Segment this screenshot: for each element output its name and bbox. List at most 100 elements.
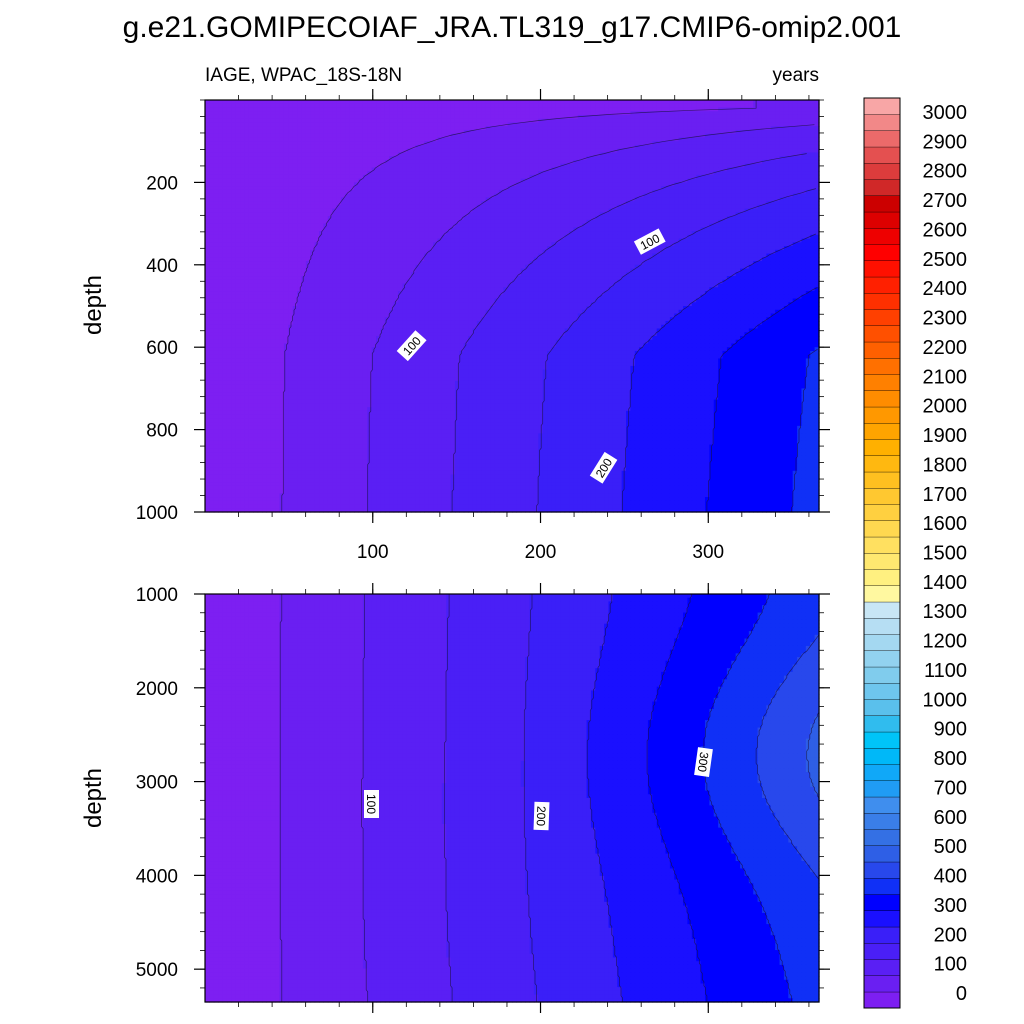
colorbar-swatch xyxy=(864,537,900,554)
colorbar-swatch xyxy=(864,699,900,716)
lower-contour-label: 100 xyxy=(364,790,379,818)
lower-contour-label: 200 xyxy=(534,802,550,831)
variable-region-subtitle: IAGE, WPAC_18S-18N xyxy=(205,65,402,86)
colorbar-tick-label: 2300 xyxy=(923,308,968,330)
colorbar-swatch xyxy=(864,911,900,928)
colorbar-swatch xyxy=(864,651,900,668)
lower-y-axis-label: depth xyxy=(80,768,107,828)
colorbar-swatch xyxy=(864,326,900,343)
colorbar-swatch xyxy=(864,764,900,781)
colorbar-tick-label: 300 xyxy=(934,895,967,917)
colorbar-swatch xyxy=(864,147,900,164)
upper-contour-fill xyxy=(205,100,820,513)
colorbar-tick-label: 1400 xyxy=(923,572,968,594)
colorbar-swatch xyxy=(864,618,900,635)
colorbar-swatch xyxy=(864,732,900,749)
colorbar-swatch xyxy=(864,212,900,229)
colorbar-tick-label: 2900 xyxy=(923,131,968,153)
colorbar-swatch xyxy=(864,456,900,473)
upper-x-tick-label: 300 xyxy=(692,542,724,563)
colorbar: 3000290028002700260025002400230022002100… xyxy=(864,98,967,1008)
colorbar-swatch xyxy=(864,358,900,375)
colorbar-tick-label: 2700 xyxy=(923,190,968,212)
colorbar-swatch xyxy=(864,943,900,960)
colorbar-swatch xyxy=(864,862,900,879)
upper-y-axis-label: depth xyxy=(80,275,107,335)
lower-contour-fill xyxy=(205,594,820,1003)
colorbar-swatch xyxy=(864,131,900,148)
lower-y-tick-label: 1000 xyxy=(136,585,178,606)
colorbar-tick-label: 3000 xyxy=(923,102,968,124)
colorbar-swatch xyxy=(864,277,900,294)
colorbar-swatch xyxy=(864,391,900,408)
colorbar-swatch xyxy=(864,634,900,651)
colorbar-tick-label: 500 xyxy=(934,836,967,858)
upper-y-tick-label: 800 xyxy=(146,421,178,442)
colorbar-swatch xyxy=(864,829,900,846)
colorbar-swatch xyxy=(864,488,900,505)
colorbar-swatch xyxy=(864,504,900,521)
colorbar-swatch xyxy=(864,781,900,798)
upper-x-tick-label: 100 xyxy=(357,542,389,563)
colorbar-swatch xyxy=(864,667,900,684)
colorbar-swatch xyxy=(864,927,900,944)
colorbar-tick-label: 1600 xyxy=(923,513,968,535)
colorbar-swatch xyxy=(864,553,900,570)
colorbar-swatch xyxy=(864,976,900,993)
colorbar-swatch xyxy=(864,959,900,976)
colorbar-swatch xyxy=(864,309,900,326)
colorbar-swatch xyxy=(864,293,900,310)
colorbar-tick-label: 1100 xyxy=(924,660,967,682)
colorbar-swatch xyxy=(864,244,900,261)
colorbar-swatch xyxy=(864,602,900,619)
lower-y-tick-label: 5000 xyxy=(136,960,178,981)
colorbar-tick-label: 0 xyxy=(956,983,967,1005)
colorbar-tick-label: 200 xyxy=(934,924,967,946)
colorbar-tick-label: 1900 xyxy=(923,425,968,447)
colorbar-tick-label: 1200 xyxy=(923,631,968,653)
upper-y-tick-label: 200 xyxy=(146,173,178,194)
colorbar-swatch xyxy=(864,878,900,895)
lower-y-tick-label: 3000 xyxy=(136,773,178,794)
upper-y-tick-label: 1000 xyxy=(136,503,178,524)
lower-y-tick-label: 2000 xyxy=(136,679,178,700)
colorbar-tick-label: 600 xyxy=(934,807,967,829)
colorbar-swatch xyxy=(864,813,900,830)
colorbar-swatch xyxy=(864,439,900,456)
colorbar-tick-label: 2000 xyxy=(923,396,968,418)
colorbar-tick-label: 2600 xyxy=(923,220,968,242)
colorbar-swatch xyxy=(864,374,900,391)
colorbar-tick-label: 1700 xyxy=(923,484,968,506)
upper-y-tick-label: 600 xyxy=(146,338,178,359)
upper-y-tick-label: 400 xyxy=(146,256,178,277)
upper-x-tick-label: 200 xyxy=(525,542,557,563)
colorbar-swatch xyxy=(864,797,900,814)
colorbar-tick-label: 700 xyxy=(934,777,967,799)
colorbar-swatch xyxy=(864,716,900,733)
colorbar-tick-label: 900 xyxy=(934,719,967,741)
colorbar-swatch xyxy=(864,846,900,863)
colorbar-tick-label: 2100 xyxy=(923,366,968,388)
colorbar-swatch xyxy=(864,423,900,440)
colorbar-swatch xyxy=(864,342,900,359)
colorbar-swatch xyxy=(864,992,900,1009)
colorbar-swatch xyxy=(864,894,900,911)
colorbar-swatch xyxy=(864,569,900,586)
colorbar-tick-label: 2200 xyxy=(923,337,968,359)
units-subtitle: years xyxy=(773,65,819,86)
colorbar-swatch xyxy=(864,196,900,213)
colorbar-swatch xyxy=(864,228,900,245)
colorbar-swatch xyxy=(864,521,900,538)
lower-y-tick-label: 4000 xyxy=(136,866,178,887)
colorbar-tick-label: 2500 xyxy=(923,249,968,271)
colorbar-tick-label: 2800 xyxy=(923,161,968,183)
chart-title: g.e21.GOMIPECOIAF_JRA.TL319_g17.CMIP6-om… xyxy=(123,11,902,44)
colorbar-swatch xyxy=(864,748,900,765)
colorbar-swatch xyxy=(864,98,900,115)
colorbar-tick-label: 100 xyxy=(934,954,967,976)
colorbar-swatch xyxy=(864,407,900,424)
colorbar-swatch xyxy=(864,472,900,489)
colorbar-tick-label: 1800 xyxy=(923,454,968,476)
